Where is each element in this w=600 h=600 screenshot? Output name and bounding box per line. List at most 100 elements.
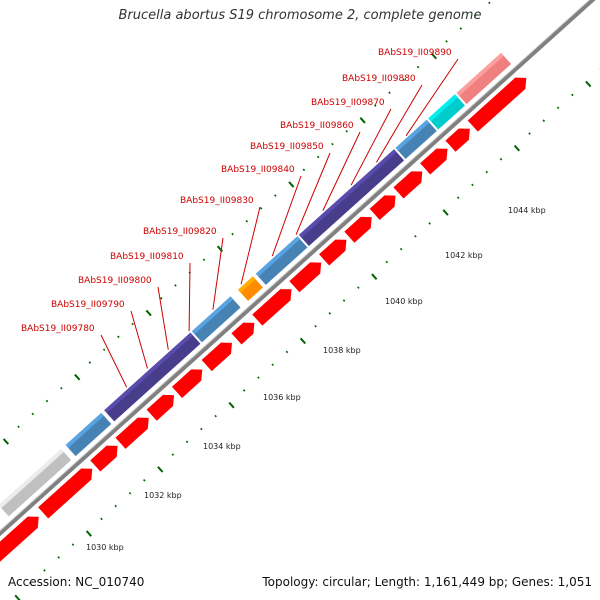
minor-tick [414, 234, 417, 238]
backbone-highlight [0, 0, 591, 532]
major-tick [145, 309, 152, 317]
locus-callouts: BAbS19_II09780 BAbS19_II09790 BAbS19_II098… [21, 48, 459, 388]
feature-arrow [369, 195, 396, 220]
feature-arrow [393, 171, 423, 199]
feature-bevel [428, 94, 458, 122]
feature-arrow [467, 77, 527, 132]
feature-arrow [319, 239, 347, 266]
minor-tick [357, 286, 360, 289]
minor-tick [473, 14, 477, 17]
leader-line [100, 334, 128, 388]
forward-strand-track [0, 52, 512, 517]
feature-bevel [395, 119, 430, 151]
reverse-gene-feature [467, 77, 527, 132]
feature-bar [456, 52, 512, 105]
minor-tick [345, 129, 348, 133]
feature-bevel [344, 216, 365, 234]
reverse-gene-feature [252, 289, 292, 326]
minor-tick [542, 119, 546, 122]
feature-bar [0, 448, 72, 517]
accession-text: Accession: NC_010740 [8, 575, 145, 589]
feature-bar [65, 412, 112, 457]
feature-arrow [289, 262, 322, 293]
minor-tick [499, 157, 503, 161]
leader-line [188, 262, 191, 332]
minor-tick [445, 40, 448, 43]
major-tick [430, 52, 438, 60]
leader-line [240, 206, 261, 285]
minor-tick [114, 504, 118, 508]
minor-tick [331, 142, 334, 146]
minor-tick [471, 183, 474, 187]
minor-tick [171, 453, 175, 456]
minor-tick [102, 348, 106, 351]
locus-label: BAbS19_II09810 [110, 252, 184, 262]
forward-gene-feature [255, 236, 308, 285]
locus-label: BAbS19_II09840 [221, 165, 295, 175]
minor-tick [485, 170, 489, 174]
minor-tick [214, 414, 217, 418]
major-tick [585, 80, 592, 88]
reverse-gene-feature [90, 445, 118, 472]
major-tick [14, 594, 21, 600]
feature-bevel [393, 171, 415, 190]
locus-label: BAbS19_II09780 [21, 324, 95, 334]
feature-bevel [319, 239, 339, 257]
locus-label: BAbS19_II09880 [342, 74, 416, 84]
locus-label: BAbS19_II09800 [78, 276, 152, 286]
minor-tick [242, 389, 246, 392]
major-tick [359, 117, 366, 124]
minor-tick [271, 363, 274, 367]
feature-bar [395, 119, 437, 160]
feature-bevel [238, 276, 256, 293]
reverse-gene-feature [201, 342, 232, 372]
minor-tick [374, 104, 377, 107]
leader-line [271, 175, 302, 257]
leader-line [322, 131, 361, 211]
minor-tick [556, 106, 560, 110]
locus-label: BAbS19_II09890 [378, 48, 452, 58]
reverse-gene-feature [369, 195, 396, 220]
leader-line [350, 108, 392, 186]
leader-line [130, 310, 148, 369]
minor-tick [128, 491, 132, 495]
scale-label: 1032 kbp [144, 491, 182, 500]
minor-tick [117, 335, 120, 339]
major-tick [85, 530, 92, 537]
reverse-gene-feature [319, 239, 347, 266]
forward-gene-feature [104, 332, 201, 422]
major-tick [2, 438, 10, 445]
scale-label: 1038 kbp [323, 346, 361, 355]
minor-tick [231, 232, 234, 236]
feature-bevel [90, 445, 111, 463]
minor-tick [131, 322, 134, 326]
feature-bevel [191, 296, 234, 335]
major-tick [371, 273, 378, 280]
leader-line [295, 152, 331, 235]
locus-label: BAbS19_II09820 [143, 227, 217, 237]
scale-labels: 1030 kbp 1032 kbp 1034 kbp 1036 kbp 1038 kbp… [86, 206, 546, 552]
minor-tick [302, 168, 306, 172]
feature-arrow [231, 322, 255, 345]
minor-tick [88, 361, 92, 364]
feature-bevel [298, 149, 397, 238]
minor-tick [245, 219, 249, 223]
leader-line [405, 58, 459, 136]
scale-label: 1042 kbp [445, 251, 483, 260]
minor-tick [316, 155, 320, 159]
feature-arrow [201, 342, 232, 372]
reverse-gene-feature [38, 468, 93, 519]
locus-label: BAbS19_II09790 [51, 300, 125, 310]
forward-gene-feature [456, 52, 512, 105]
minor-tick [328, 312, 332, 315]
forward-gene-feature [0, 448, 72, 517]
minor-tick [45, 399, 49, 403]
minor-tick [60, 386, 63, 390]
feature-bevel [369, 195, 389, 212]
scale-label: 1034 kbp [203, 442, 241, 451]
forward-gene-feature [428, 94, 465, 130]
minor-tick [43, 569, 46, 572]
feature-bar [191, 296, 241, 343]
reverse-gene-feature [0, 516, 39, 578]
feature-arrow [344, 216, 372, 243]
